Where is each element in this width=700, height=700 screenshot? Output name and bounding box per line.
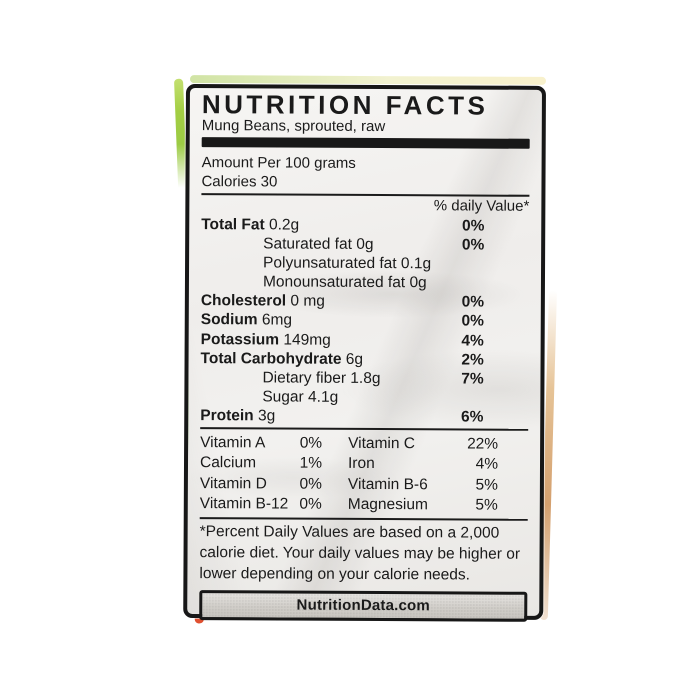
nutrient-daily-value — [423, 254, 523, 255]
nutrient-name: Dietary fiber — [262, 369, 347, 387]
calories-line: Calories 30 — [201, 173, 278, 191]
nutrient-name: Sodium — [200, 311, 258, 329]
vitamin-name: Iron — [347, 455, 375, 473]
nutrient-value: 1.8g — [350, 369, 381, 387]
vitamin-cell: Vitamin A 0% — [200, 433, 348, 454]
nutrient-daily-value: 4% — [461, 332, 484, 350]
nutrient-value: 0.2g — [268, 216, 300, 234]
vitamin-name: Vitamin B-12 — [199, 495, 289, 513]
daily-value-footnote: *Percent Daily Values are based on a 2,0… — [199, 522, 521, 584]
nutrient-row: Cholesterol 0 mg 0% — [201, 291, 529, 312]
nutrient-name: Total Fat — [201, 216, 265, 234]
vitamin-daily-value: 4% — [475, 455, 499, 474]
amount-per-line: Amount Per 100 grams — [201, 154, 356, 172]
vitamin-cell: Vitamin C 22% — [348, 434, 528, 455]
nutrient-daily-value: 0% — [462, 217, 485, 235]
nutrient-name: Polyunsaturated fat — [263, 254, 397, 273]
nutrient-value: 0.1g — [400, 255, 432, 273]
vitamin-row: Vitamin D 0% Vitamin B-6 5% — [200, 474, 528, 496]
vitamin-name: Vitamin A — [200, 434, 266, 452]
nutrient-name: Potassium — [200, 330, 280, 349]
nutrient-daily-value — [423, 274, 523, 275]
nutrient-row: Monounsaturated fat 0g — [201, 272, 529, 293]
nutrition-label: NUTRITION FACTS Mung Beans, sprouted, ra… — [183, 84, 546, 622]
nutrient-name: Total Carbohydrate — [200, 349, 342, 368]
nutrient-daily-value: 6% — [461, 408, 484, 426]
nutrient-row: Polyunsaturated fat 0.1g — [201, 253, 529, 274]
nutrient-row: Dietary fiber 1.8g 7% — [200, 368, 528, 389]
nutrient-daily-value: 2% — [461, 351, 484, 369]
nutrient-name: Sugar — [262, 388, 304, 406]
vitamin-row: Vitamin B-12 0% Magnesium 5% — [200, 494, 528, 516]
nutrient-value: 0g — [356, 235, 374, 254]
vitamin-cell: Calcium 1% — [200, 454, 348, 475]
vitamin-cell: Vitamin B-12 0% — [200, 494, 348, 515]
nutrient-name: Protein — [200, 407, 254, 425]
divider — [200, 427, 529, 431]
nutrient-value: 6g — [345, 350, 364, 368]
nutrient-name: Monounsaturated fat — [262, 273, 406, 292]
vitamin-cell: Iron 4% — [348, 454, 528, 475]
nutrient-row: Saturated fat 0g 0% — [201, 234, 529, 255]
vitamin-name: Vitamin D — [199, 474, 267, 493]
vitamin-daily-value: 22% — [467, 435, 499, 453]
vitamin-name: Magnesium — [347, 496, 428, 514]
nutrient-name: Saturated fat — [263, 235, 352, 253]
nutrient-daily-value: 0% — [461, 312, 485, 331]
nutrient-row: Total Carbohydrate 6g 2% — [201, 349, 529, 370]
brand-text: NutritionData.com — [296, 596, 431, 615]
divider — [199, 516, 528, 521]
nutrient-value: 6mg — [261, 311, 293, 330]
brand-box: NutritionData.com — [199, 589, 528, 622]
vitamin-cell: Vitamin B-6 5% — [348, 475, 528, 496]
nutrient-value: 0g — [409, 274, 427, 292]
vitamin-cell: Vitamin D 0% — [200, 474, 348, 495]
vitamin-name: Vitamin B-6 — [347, 475, 428, 494]
vitamin-daily-value: 0% — [299, 434, 323, 452]
nutrient-daily-value — [422, 388, 522, 389]
nutrient-value: 149mg — [283, 331, 331, 349]
vitamin-cell: Magnesium 5% — [348, 495, 528, 516]
nutrient-value: 4.1g — [308, 388, 339, 406]
daily-value-header: % daily Value* — [433, 197, 530, 215]
vitamin-daily-value: 5% — [475, 476, 498, 494]
nutrient-daily-value: 0% — [461, 293, 485, 311]
thick-divider-bar — [201, 137, 530, 149]
nutrient-row: Potassium 149mg 4% — [201, 330, 529, 351]
nutrient-name: Cholesterol — [200, 292, 287, 310]
vitamin-name: Calcium — [199, 454, 257, 472]
vitamin-row: Calcium 1% Iron 4% — [200, 454, 528, 476]
vitamin-daily-value: 0% — [299, 475, 322, 493]
vitamin-daily-value: 1% — [299, 455, 323, 473]
vitamin-daily-value: 0% — [299, 495, 322, 513]
nutrient-row: Total Fat 0.2g 0% — [201, 215, 529, 236]
label-title: NUTRITION FACTS — [201, 89, 489, 121]
vitamin-row: Vitamin A 0% Vitamin C 22% — [200, 433, 528, 455]
product-name: Mung Beans, sprouted, raw — [201, 117, 386, 136]
nutrient-daily-value: 0% — [461, 236, 485, 254]
vitamin-name: Vitamin C — [348, 434, 416, 453]
vitamin-daily-value: 5% — [475, 496, 498, 514]
nutrient-value: 0 mg — [290, 292, 325, 311]
nutrient-value: 3g — [257, 407, 276, 425]
nutrient-table: Total Fat 0.2g 0% Saturated fat 0g 0% Poly… — [200, 215, 529, 427]
nutrient-row: Sodium 6mg 0% — [201, 311, 529, 332]
vitamin-table: Vitamin A 0% Vitamin C 22% Calcium 1% — [200, 433, 528, 516]
nutrient-row: Protein 3g 6% — [200, 406, 528, 427]
nutrient-row: Sugar 4.1g — [200, 387, 528, 408]
nutrient-daily-value: 7% — [461, 370, 484, 388]
